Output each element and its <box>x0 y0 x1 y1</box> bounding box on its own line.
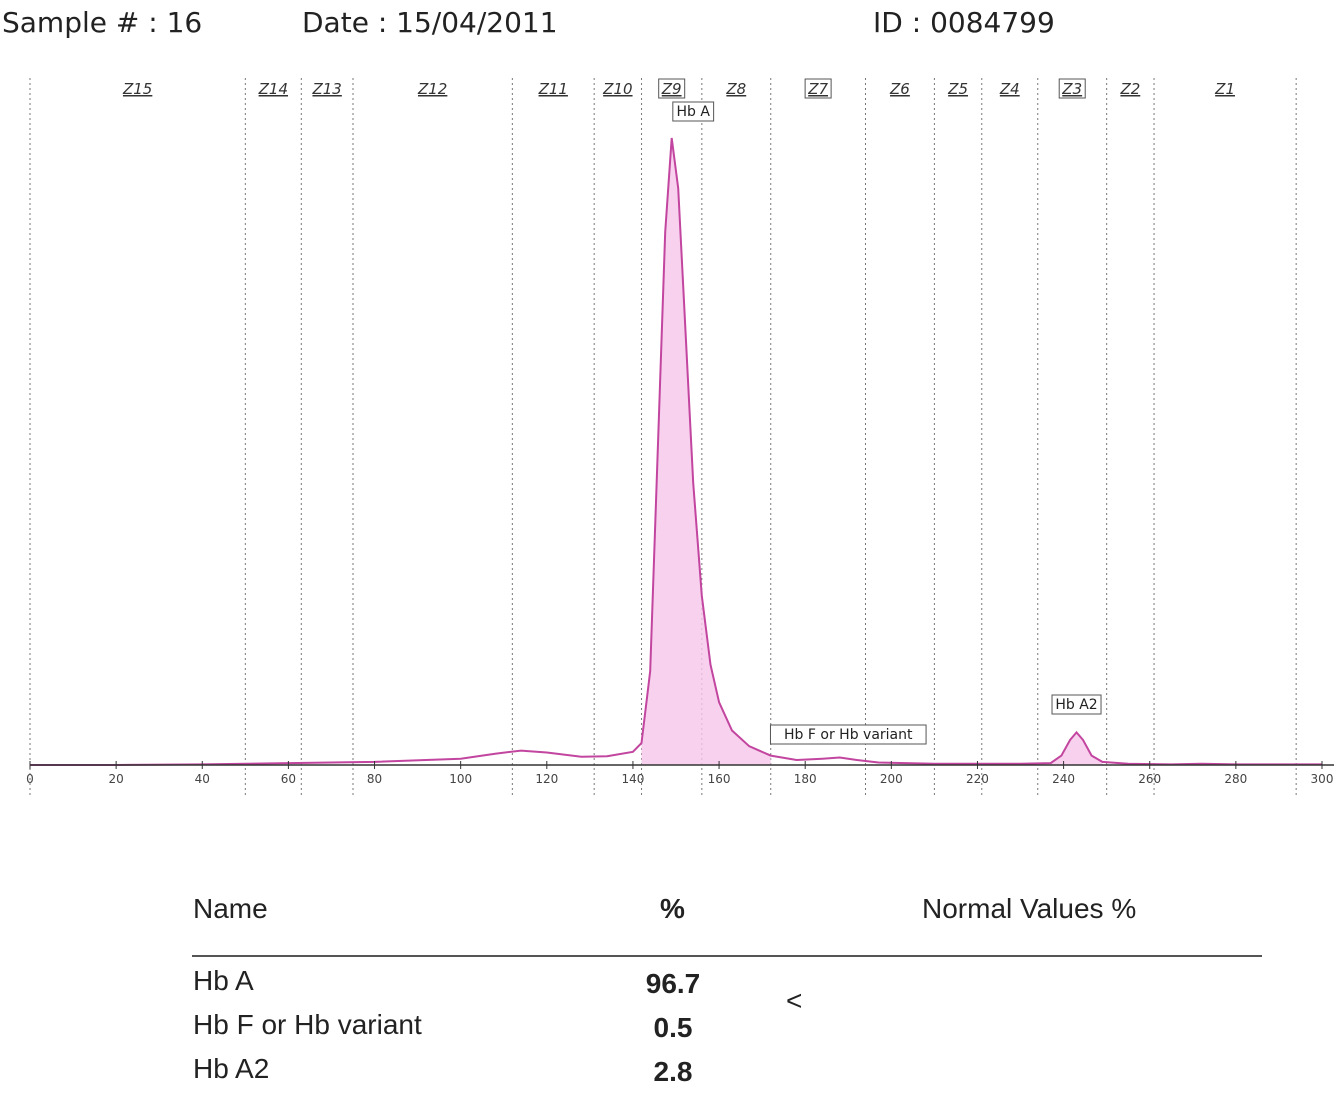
x-tick-label: 200 <box>880 772 903 786</box>
peak-labels: Hb A Hb F or Hb variant Hb A2 <box>672 101 1102 745</box>
x-tick-label: 80 <box>367 772 382 786</box>
zone-label: Z13 <box>311 80 341 98</box>
x-tick-label: 120 <box>535 772 558 786</box>
zone-label: Z12 <box>417 80 447 98</box>
sample-info: Sample # : 16 <box>2 6 202 39</box>
col-percent-header: % <box>660 893 685 924</box>
peak-label-box <box>769 724 927 745</box>
peak-label-box <box>672 101 715 122</box>
date-info: Date : 15/04/2011 <box>302 6 558 39</box>
col-normal-header: Normal Values % <box>922 893 1137 924</box>
sample-label: Sample # : <box>2 6 158 39</box>
row-percent: 96.7 <box>645 968 701 999</box>
zone-label: Z6 <box>889 80 910 98</box>
x-tick-label: 60 <box>281 772 296 786</box>
x-tick-label: 180 <box>794 772 817 786</box>
zone-label: Z3 <box>1061 80 1082 98</box>
x-tick-label: 260 <box>1138 772 1161 786</box>
row-percent: 0.5 <box>653 1012 693 1043</box>
x-tick-label: 160 <box>708 772 731 786</box>
row-name: Hb F or Hb variant <box>193 1009 422 1040</box>
hb-a2-peak-area <box>1050 732 1103 765</box>
zone-label: Z10 <box>602 80 632 98</box>
peak-label: Hb F or Hb variant <box>784 727 913 743</box>
col-name-header: Name <box>193 893 268 924</box>
peak-label: Hb A2 <box>1055 697 1097 713</box>
zone-label: Z1 <box>1214 80 1235 98</box>
row-name: Hb A <box>193 965 254 996</box>
header-rule <box>192 955 1262 957</box>
id-info: ID : 0084799 <box>873 6 1055 39</box>
date-label: Date : <box>302 6 388 39</box>
x-tick-label: 0 <box>26 772 34 786</box>
x-tick-label: 20 <box>108 772 123 786</box>
x-tick-label: 300 <box>1311 772 1334 786</box>
zone-labels: Z15 Z14 Z13 Z12 Z11 Z10 Z9 Z8 Z7 Z6 Z5 Z4 Z3 Z2 Z1 <box>122 78 1235 99</box>
date-value: 15/04/2011 <box>396 6 558 39</box>
x-tick-label: 100 <box>449 772 472 786</box>
id-value: 0084799 <box>930 6 1055 39</box>
zone-label: Z15 <box>122 80 152 98</box>
x-tick-label: 140 <box>621 772 644 786</box>
peak-label: Hb A <box>677 104 711 120</box>
zone-label: Z7 <box>807 80 828 98</box>
x-tick-label: 280 <box>1224 772 1247 786</box>
zone-label-box <box>804 78 832 99</box>
zone-label: Z11 <box>538 80 568 98</box>
x-tick-label: 220 <box>966 772 989 786</box>
zone-label: Z8 <box>725 80 746 98</box>
chromatogram-line <box>30 137 1322 766</box>
zone-label: Z14 <box>258 80 288 98</box>
zone-label: Z9 <box>661 80 682 98</box>
peak-label-box <box>1051 694 1102 715</box>
row-name: Hb A2 <box>193 1053 270 1084</box>
x-axis: 0 20 40 60 80 100 120 140 160 180 200 220 240 260 280 3… <box>26 761 1334 786</box>
sample-value: 16 <box>166 6 203 39</box>
normal-values-symbol: < <box>786 985 803 1016</box>
zone-label-box <box>658 78 686 99</box>
id-label: ID : <box>873 6 922 39</box>
zone-label-box <box>1058 78 1086 99</box>
chromatogram-chart: Z15 Z14 Z13 Z12 Z11 Z10 Z9 Z8 Z7 Z6 Z5 Z4 Z3 Z2 Z1 0 20… <box>26 78 1334 797</box>
zone-label: Z4 <box>999 80 1020 98</box>
x-tick-label: 40 <box>195 772 210 786</box>
zone-label: Z2 <box>1119 80 1140 98</box>
hb-a-peak-area <box>641 138 771 765</box>
x-tick-label: 240 <box>1052 772 1075 786</box>
row-percent: 2.8 <box>653 1056 693 1087</box>
curve-layer <box>30 137 1322 766</box>
zone-label: Z5 <box>947 80 968 98</box>
